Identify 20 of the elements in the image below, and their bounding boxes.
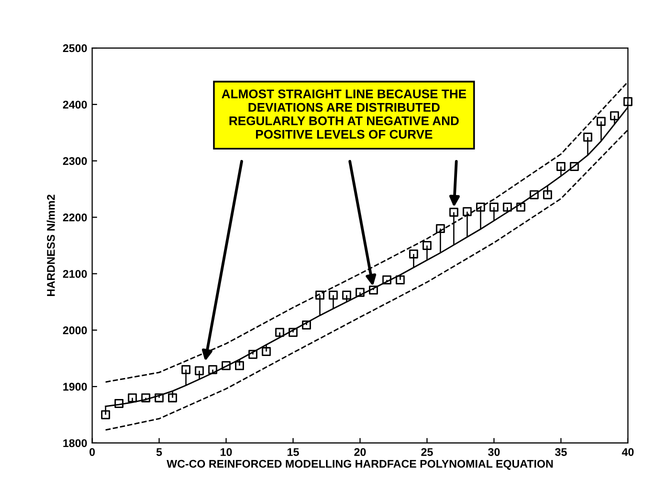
y-tick-label: 1800 [63,439,87,448]
x-tick-label: 10 [220,448,232,456]
y-tick-label: 2000 [62,326,87,334]
y-axis-title: HARDNESS N/mm2 [46,194,55,296]
x-tick-label: 20 [354,448,366,456]
y-tick-label: 2300 [62,157,87,166]
y-tick-label: 2400 [62,100,87,109]
y-tick-label: 2200 [62,214,87,222]
x-tick-label: 35 [555,448,567,456]
x-tick-label: 5 [156,448,162,456]
annotation: ALMOST STRAIGHT LINE BECAUSE THE DEVIATIONS ARE DISTRIBUTED REGULARLY BOTH AT NEGATIVE AND POSITIVE LEVELS OF CURVE [222,89,466,139]
x-tick-label: 30 [488,448,500,456]
y-tick-label: 1900 [63,382,87,391]
y-tick-label: 2500 [62,44,87,52]
x-tick-label: 25 [421,448,433,456]
x-axis-title: WC-CO REINFORCED MODELLING HARDFACE POLYNOMIAL EQUATION [166,460,553,470]
y-tick-label: 2100 [62,270,87,278]
x-tick-label: 15 [288,448,299,456]
x-tick-label: 40 [622,448,634,456]
x-tick-label: 0 [90,448,95,456]
